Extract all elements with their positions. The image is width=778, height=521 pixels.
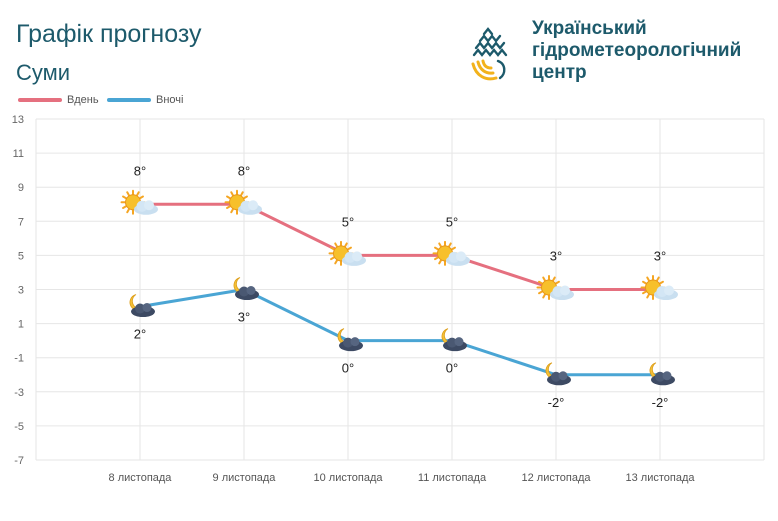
day-data-label: 8° <box>238 163 250 178</box>
y-tick-label: -1 <box>14 353 24 365</box>
y-tick-label: 1 <box>18 319 24 331</box>
night-point-moon-cloud-icon <box>441 328 467 352</box>
night-point-moon-cloud-icon <box>649 362 675 386</box>
night-data-label: 2° <box>134 327 146 342</box>
legend-label-day: Вдень <box>67 94 99 106</box>
night-data-label: 0° <box>446 361 458 376</box>
day-data-label: 5° <box>446 214 458 229</box>
y-tick-label: 9 <box>18 182 24 194</box>
droplet-logo-icon <box>471 27 508 81</box>
day-point-sun-cloud-icon <box>640 275 678 300</box>
logo-text: Український гідрометеорологічний центр <box>532 18 741 84</box>
logo-line-1: Український <box>532 18 647 39</box>
night-point-moon-cloud-icon <box>129 294 155 318</box>
day-data-label: 3° <box>550 249 562 264</box>
x-tick-label: 8 листопада <box>109 472 173 484</box>
legend-item-day[interactable]: Вдень <box>18 94 99 106</box>
legend-label-night: Вночі <box>156 94 184 106</box>
day-data-label: 8° <box>134 163 146 178</box>
x-tick-label: 13 листопада <box>626 472 696 484</box>
x-tick-label: 10 листопада <box>314 472 384 484</box>
logo-line-3: центр <box>532 62 587 83</box>
day-point-sun-cloud-icon <box>120 189 158 215</box>
day-data-label: 3° <box>654 249 666 264</box>
y-tick-label: 3 <box>18 285 24 297</box>
city-name: Суми <box>16 60 71 85</box>
night-data-label: -2° <box>652 395 669 410</box>
legend-item-night[interactable]: Вночі <box>107 94 183 106</box>
day-point-sun-cloud-icon <box>432 240 470 266</box>
day-point-sun-cloud-icon <box>328 240 366 266</box>
night-point-moon-cloud-icon <box>337 328 363 352</box>
y-tick-label: -3 <box>14 387 24 399</box>
night-data-label: 0° <box>342 361 354 376</box>
day-point-sun-cloud-icon <box>224 189 262 215</box>
y-tick-label: 11 <box>13 148 24 160</box>
night-series-line <box>139 288 660 377</box>
x-tick-label: 9 листопада <box>213 472 277 484</box>
day-point-sun-cloud-icon <box>536 275 574 300</box>
legend-swatch-night <box>107 98 151 102</box>
night-data-label: -2° <box>548 395 565 410</box>
x-tick-label: 12 листопада <box>522 472 592 484</box>
y-tick-label: 5 <box>18 250 24 262</box>
x-tick-label: 11 листопада <box>418 472 487 484</box>
legend-swatch-day <box>18 98 62 102</box>
y-tick-label: 13 <box>12 114 24 126</box>
page-title: Графік прогнозу <box>16 20 202 48</box>
ugmc-logo: Український гідрометеорологічний центр <box>466 18 766 90</box>
night-point-moon-cloud-icon <box>233 277 259 300</box>
y-tick-label: -7 <box>14 455 24 467</box>
night-data-label: 3° <box>238 310 250 325</box>
day-data-label: 5° <box>342 214 354 229</box>
day-series-line <box>140 202 660 291</box>
night-point-moon-cloud-icon <box>545 362 571 386</box>
y-tick-label: 7 <box>18 216 24 228</box>
y-tick-label: -5 <box>14 421 24 433</box>
logo-line-2: гідрометеорологічний <box>532 40 742 61</box>
